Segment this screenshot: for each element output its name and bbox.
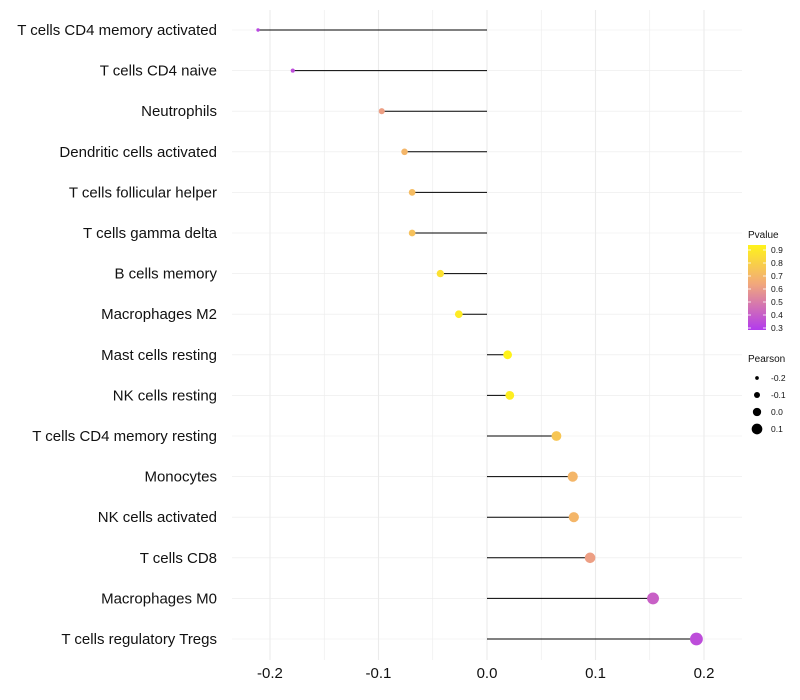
colorbar-tick-label: 0.4 xyxy=(771,310,783,320)
lollipop-point xyxy=(505,390,515,400)
size-legend-label: -0.1 xyxy=(771,390,786,400)
size-legend-dot xyxy=(754,392,760,398)
lollipop-points xyxy=(256,28,703,646)
category-label: B cells memory xyxy=(114,266,217,283)
category-label: Macrophages M0 xyxy=(101,590,217,607)
lollipop-point xyxy=(454,310,463,319)
x-tick-label: 0.0 xyxy=(477,665,498,682)
size-legend-label: -0.2 xyxy=(771,373,786,383)
pvalue-colorbar xyxy=(748,245,766,330)
grid-lines xyxy=(232,10,742,660)
colorbar-tick-label: 0.6 xyxy=(771,284,783,294)
category-label: Monocytes xyxy=(144,469,217,486)
colorbar-tick-label: 0.9 xyxy=(771,245,783,255)
category-label: T cells CD4 memory activated xyxy=(17,22,217,39)
lollipop-point xyxy=(551,431,562,441)
category-label: Mast cells resting xyxy=(101,347,217,364)
category-label: T cells gamma delta xyxy=(83,225,218,242)
lollipop-point xyxy=(690,632,703,646)
lollipop-point xyxy=(567,471,578,482)
size-legend-dot xyxy=(752,407,762,417)
lollipop-point xyxy=(584,552,596,564)
x-axis-ticks: -0.2 -0.1 0.0 0.1 0.2 xyxy=(257,665,714,682)
category-label: Neutrophils xyxy=(141,103,217,120)
category-label: T cells follicular helper xyxy=(69,184,217,201)
lollipop-point xyxy=(647,592,659,605)
y-axis-labels: T cells CD4 memory activated T cells CD4 … xyxy=(17,22,217,648)
colorbar-tick-label: 0.8 xyxy=(771,258,783,268)
lollipop-point xyxy=(401,148,408,156)
pearson-legend: Pearson -0.2 -0.1 0.0 0.1 xyxy=(748,354,786,435)
category-label: Dendritic cells activated xyxy=(59,144,217,161)
category-label: T cells regulatory Tregs xyxy=(61,631,217,648)
category-label: NK cells resting xyxy=(113,387,217,404)
category-label: T cells CD4 naive xyxy=(100,63,217,80)
lollipop-point xyxy=(436,269,445,278)
colorbar-tick-label: 0.7 xyxy=(771,271,783,281)
x-tick-label: 0.2 xyxy=(694,665,715,682)
lollipop-point xyxy=(408,189,416,196)
size-legend-label: 0.0 xyxy=(771,407,783,417)
lollipop-point xyxy=(256,28,260,32)
pearson-legend-title: Pearson xyxy=(748,354,785,365)
lollipop-point xyxy=(503,350,513,360)
colorbar-tick-label: 0.3 xyxy=(771,323,783,333)
pvalue-legend: Pvalue 0.9 0.8 0.7 0.6 0.5 0.4 0.3 xyxy=(748,230,783,333)
colorbar-tick-label: 0.5 xyxy=(771,297,783,307)
category-label: NK cells activated xyxy=(98,509,217,526)
size-legend-dot xyxy=(755,376,759,380)
lollipop-point xyxy=(378,108,385,115)
x-tick-label: 0.1 xyxy=(585,665,606,682)
lollipop-point xyxy=(290,68,295,73)
size-legend-label: 0.1 xyxy=(771,424,783,434)
category-label: Macrophages M2 xyxy=(101,306,217,323)
pvalue-legend-title: Pvalue xyxy=(748,230,779,241)
category-label: T cells CD4 memory resting xyxy=(32,428,217,445)
x-tick-label: -0.1 xyxy=(366,665,392,682)
lollipop-point xyxy=(568,512,579,523)
lollipop-point xyxy=(408,229,416,237)
size-legend-dot xyxy=(751,423,763,435)
lollipop-stems xyxy=(258,29,697,640)
x-tick-label: -0.2 xyxy=(257,665,283,682)
category-label: T cells CD8 xyxy=(140,550,217,567)
